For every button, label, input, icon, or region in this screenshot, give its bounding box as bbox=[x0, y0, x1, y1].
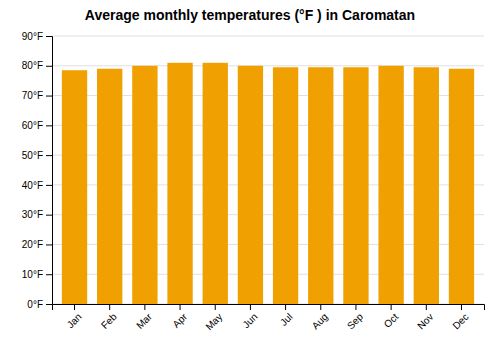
bar bbox=[167, 63, 192, 304]
x-tick-mark bbox=[320, 304, 321, 310]
x-tick: Aug bbox=[310, 304, 330, 331]
bar bbox=[449, 69, 474, 304]
y-tick-label: 80°F bbox=[22, 60, 43, 71]
y-tick: 40°F bbox=[22, 180, 52, 191]
plot: 0°F 10°F 20°F 30°F 40°F 50°F 60°F 70°F 80°F 90°F J… bbox=[22, 31, 485, 333]
y-tick: 30°F bbox=[22, 209, 52, 220]
x-tick: May bbox=[203, 304, 224, 332]
y-tick-mark bbox=[46, 155, 52, 156]
y-axis: 0°F 10°F 20°F 30°F 40°F 50°F 60°F 70°F 80°F 90°F bbox=[22, 31, 53, 310]
x-tick-label: Feb bbox=[99, 311, 119, 331]
y-tick: 70°F bbox=[22, 90, 52, 101]
x-tick-label: Apr bbox=[170, 311, 189, 330]
y-tick: 90°F bbox=[22, 31, 52, 42]
x-tick-mark bbox=[215, 304, 216, 310]
x-tick: Dec bbox=[450, 304, 470, 331]
x-tick: Nov bbox=[415, 304, 435, 331]
x-tick-mark bbox=[426, 304, 427, 310]
x-tick: Jul bbox=[278, 304, 295, 328]
x-tick-mark bbox=[461, 304, 462, 310]
y-axis-line bbox=[46, 37, 53, 305]
bar bbox=[378, 66, 403, 304]
y-tick: 80°F bbox=[22, 60, 52, 71]
x-tick-label: Sep bbox=[345, 311, 366, 332]
x-tick-mark bbox=[355, 304, 356, 310]
x-tick: Apr bbox=[170, 304, 189, 330]
x-tick: Jan bbox=[65, 304, 84, 330]
bar bbox=[308, 67, 333, 304]
x-tick-mark bbox=[285, 304, 286, 310]
y-tick-label: 20°F bbox=[22, 239, 43, 250]
x-tick: Feb bbox=[99, 304, 119, 331]
x-tick-label: Jun bbox=[240, 311, 259, 330]
x-tick-label: Oct bbox=[382, 311, 401, 330]
x-tick-label: Jan bbox=[65, 311, 84, 330]
bar bbox=[62, 70, 87, 304]
y-tick: 60°F bbox=[22, 120, 52, 131]
x-tick-label: May bbox=[203, 311, 224, 332]
x-tick-label: Dec bbox=[450, 311, 470, 331]
y-tick-mark bbox=[46, 274, 52, 275]
x-tick-mark bbox=[180, 304, 181, 310]
x-tick-mark bbox=[391, 304, 392, 310]
y-tick-mark bbox=[46, 125, 52, 126]
bar bbox=[97, 69, 122, 304]
y-tick-mark bbox=[46, 36, 52, 37]
y-tick-mark bbox=[46, 304, 52, 305]
x-tick-label: Jul bbox=[278, 311, 295, 328]
x-tick-mark bbox=[74, 304, 75, 310]
x-tick-mark bbox=[109, 304, 110, 310]
y-tick-label: 30°F bbox=[22, 209, 43, 220]
y-tick-mark bbox=[46, 215, 52, 216]
y-tick-mark bbox=[46, 185, 52, 186]
x-tick-mark bbox=[250, 304, 251, 310]
y-tick-label: 90°F bbox=[22, 31, 43, 42]
bar bbox=[238, 66, 263, 304]
bar bbox=[343, 67, 368, 304]
x-axis: Jan Feb Mar Apr May Jun Jul Aug Sep Oct Nov Dec bbox=[53, 304, 485, 332]
y-tick: 10°F bbox=[22, 269, 52, 280]
y-tick-label: 0°F bbox=[27, 299, 43, 310]
y-tick: 20°F bbox=[22, 239, 52, 250]
y-tick-label: 10°F bbox=[22, 269, 43, 280]
x-axis-line bbox=[53, 305, 485, 311]
x-tick-label: Mar bbox=[134, 311, 154, 331]
title: Average monthly temperatures (°F ) in Ca… bbox=[85, 7, 415, 23]
bar bbox=[273, 67, 298, 304]
grid bbox=[52, 36, 484, 304]
y-tick-label: 70°F bbox=[22, 90, 43, 101]
y-tick: 50°F bbox=[22, 150, 52, 161]
x-tick-label: Aug bbox=[310, 311, 330, 331]
x-tick-label: Nov bbox=[415, 311, 435, 331]
x-tick: Oct bbox=[382, 304, 401, 330]
bar bbox=[414, 67, 439, 304]
y-tick-label: 50°F bbox=[22, 150, 43, 161]
grid-line bbox=[52, 36, 484, 37]
bar bbox=[132, 66, 157, 304]
y-tick-mark bbox=[46, 66, 52, 67]
y-tick-label: 40°F bbox=[22, 180, 43, 191]
chart: 0°F 10°F 20°F 30°F 40°F 50°F 60°F 70°F 80°F 90°F J… bbox=[0, 0, 500, 350]
x-tick: Sep bbox=[345, 304, 366, 331]
bar bbox=[203, 63, 228, 304]
y-tick-label: 60°F bbox=[22, 120, 43, 131]
marks bbox=[62, 63, 474, 304]
grid-line bbox=[52, 65, 484, 66]
x-tick: Jun bbox=[240, 304, 259, 330]
y-tick: 0°F bbox=[27, 299, 52, 310]
x-tick-mark bbox=[144, 304, 145, 310]
x-tick: Mar bbox=[134, 304, 154, 331]
y-tick-mark bbox=[46, 96, 52, 97]
y-tick-mark bbox=[46, 244, 52, 245]
